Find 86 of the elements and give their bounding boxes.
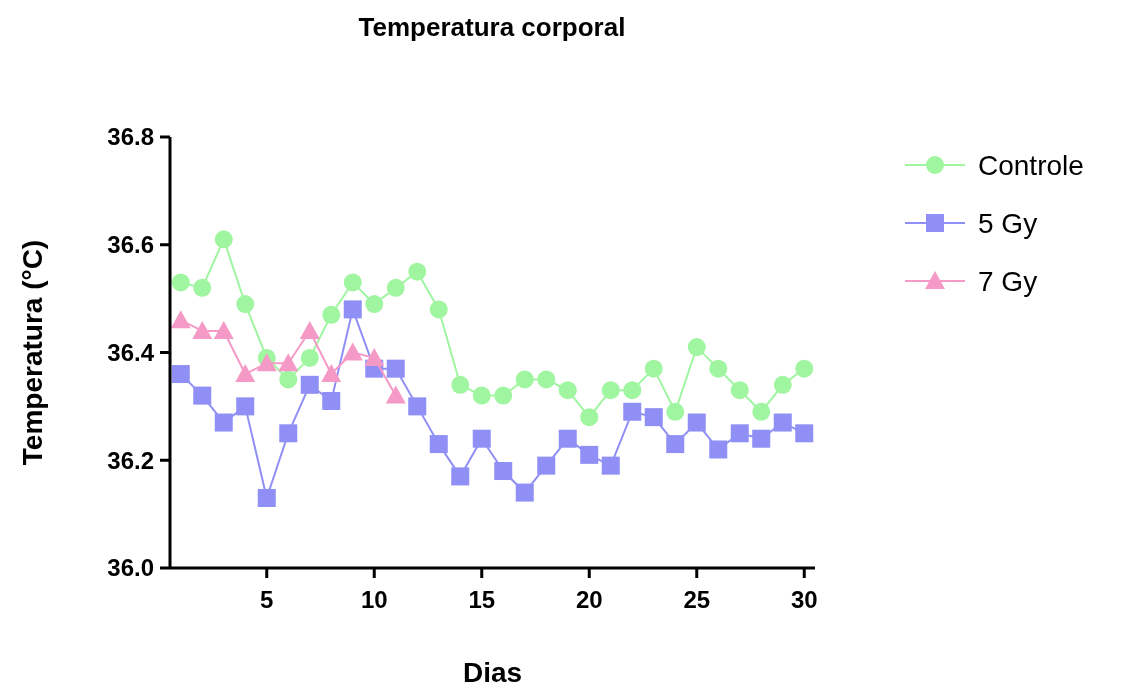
point bbox=[322, 305, 341, 324]
point bbox=[515, 370, 534, 389]
point bbox=[773, 375, 792, 394]
point bbox=[515, 483, 534, 502]
point bbox=[709, 359, 728, 378]
point bbox=[214, 230, 233, 249]
y-tick-label: 36.0 bbox=[107, 554, 154, 582]
x-tick-label: 15 bbox=[468, 586, 496, 613]
point bbox=[709, 440, 728, 459]
point bbox=[601, 381, 620, 400]
point bbox=[365, 295, 384, 314]
point bbox=[687, 338, 706, 357]
point bbox=[644, 408, 663, 427]
point bbox=[364, 347, 385, 366]
y-tick-label: 36.6 bbox=[107, 231, 154, 259]
point bbox=[537, 370, 556, 389]
point bbox=[235, 364, 256, 383]
point bbox=[773, 413, 792, 432]
point bbox=[451, 375, 470, 394]
point bbox=[666, 402, 685, 421]
point bbox=[343, 300, 362, 319]
point bbox=[408, 262, 427, 281]
x-axis-title: Dias bbox=[462, 657, 523, 688]
point bbox=[666, 435, 685, 454]
point bbox=[343, 273, 362, 292]
point bbox=[385, 385, 406, 404]
point bbox=[429, 435, 448, 454]
point bbox=[580, 445, 599, 464]
x-tick-label: 10 bbox=[360, 586, 388, 613]
point bbox=[623, 402, 642, 421]
legend-label: 7 Gy bbox=[978, 265, 1038, 297]
legend-label: Controle bbox=[978, 149, 1084, 181]
chart-title: Temperatura corporal bbox=[358, 12, 626, 42]
point bbox=[386, 359, 405, 378]
point bbox=[279, 424, 298, 443]
point bbox=[752, 402, 771, 421]
point bbox=[193, 278, 212, 297]
x-tick-label: 25 bbox=[683, 586, 711, 613]
point bbox=[451, 467, 470, 486]
point bbox=[623, 381, 642, 400]
point bbox=[214, 413, 233, 432]
point bbox=[213, 320, 234, 339]
x-tick-label: 5 bbox=[260, 586, 274, 613]
y-tick-label: 36.4 bbox=[107, 338, 155, 366]
point bbox=[429, 300, 448, 319]
point bbox=[558, 381, 577, 400]
point bbox=[278, 353, 299, 372]
y-axis-title: Temperatura (°C) bbox=[17, 239, 48, 466]
point bbox=[279, 370, 298, 389]
x-tick-label: 20 bbox=[575, 586, 603, 613]
point bbox=[322, 391, 341, 410]
point bbox=[687, 413, 706, 432]
point bbox=[537, 456, 556, 475]
point bbox=[730, 381, 749, 400]
point bbox=[494, 462, 513, 481]
point bbox=[342, 342, 363, 361]
point bbox=[601, 456, 620, 475]
point bbox=[580, 408, 599, 427]
point bbox=[171, 365, 190, 384]
y-tick-label: 36.2 bbox=[107, 446, 154, 474]
point bbox=[386, 278, 405, 297]
point bbox=[192, 320, 213, 339]
y-tick-label: 36.8 bbox=[107, 123, 154, 151]
point bbox=[256, 353, 277, 372]
legend-label: 5 Gy bbox=[978, 207, 1038, 239]
point bbox=[408, 397, 427, 416]
point bbox=[730, 424, 749, 443]
point bbox=[795, 424, 814, 443]
point bbox=[472, 429, 491, 448]
point bbox=[795, 359, 814, 378]
point bbox=[300, 375, 319, 394]
point bbox=[558, 429, 577, 448]
point bbox=[193, 386, 212, 405]
point bbox=[752, 429, 771, 448]
point bbox=[236, 397, 255, 416]
point bbox=[472, 386, 491, 405]
point bbox=[257, 488, 276, 507]
x-tick-label: 30 bbox=[790, 586, 818, 613]
point bbox=[236, 295, 255, 314]
point bbox=[300, 348, 319, 367]
point bbox=[299, 320, 320, 339]
point bbox=[171, 273, 190, 292]
point bbox=[644, 359, 663, 378]
point bbox=[494, 386, 513, 405]
point bbox=[170, 310, 191, 329]
point bbox=[321, 364, 342, 383]
